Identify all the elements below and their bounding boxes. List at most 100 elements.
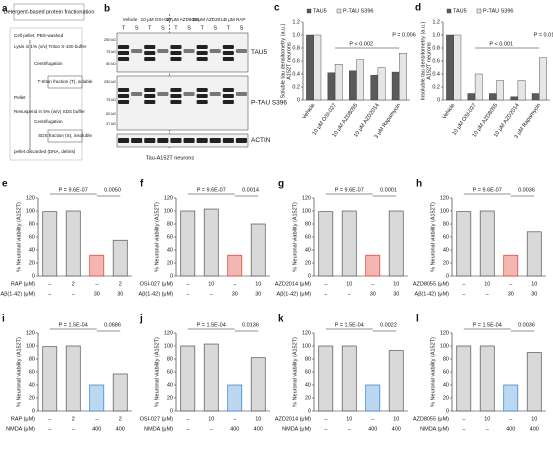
band bbox=[170, 45, 182, 49]
condition-value: 10 bbox=[346, 416, 352, 422]
kd-marker: 50 kD bbox=[106, 112, 116, 116]
condition-value: – bbox=[324, 416, 328, 422]
annotation: 0.0050 bbox=[104, 187, 121, 193]
bar bbox=[503, 384, 519, 412]
y-tick-label: 80 bbox=[443, 356, 449, 362]
band bbox=[157, 49, 169, 53]
bar bbox=[388, 210, 404, 277]
bar bbox=[313, 34, 322, 101]
bar bbox=[250, 357, 266, 412]
condition-value: – bbox=[186, 426, 190, 432]
y-tick-label: 0 bbox=[170, 408, 173, 414]
band bbox=[118, 94, 130, 98]
band bbox=[144, 51, 156, 55]
band bbox=[118, 138, 130, 143]
bar bbox=[370, 75, 379, 101]
legend-swatch bbox=[476, 8, 482, 14]
band bbox=[170, 51, 182, 55]
protein-label: TAU5 bbox=[251, 49, 268, 56]
annotation: P = 0.006 bbox=[392, 32, 416, 38]
annotation: 0.0686 bbox=[104, 322, 121, 328]
diagram-step: Cell pellet, PBS-washed bbox=[14, 33, 64, 38]
condition-value: 10 bbox=[255, 416, 261, 422]
panel-letter: l bbox=[416, 314, 419, 325]
y-tick-label: 20 bbox=[167, 395, 173, 401]
legend-label: TAU5 bbox=[453, 8, 467, 14]
y-tick-label: 0 bbox=[308, 408, 311, 414]
y-tick-label: 100 bbox=[164, 208, 173, 214]
band bbox=[183, 92, 195, 96]
bar bbox=[341, 345, 357, 412]
annotation: 0.0014 bbox=[242, 187, 259, 193]
annotation: P = 9.6E-07 bbox=[473, 187, 502, 193]
diagram-step: Lysis in 1% (v/v) Triton X-100 buffer bbox=[14, 44, 87, 49]
panel-letter: f bbox=[140, 179, 144, 190]
y-tick-label: 60 bbox=[305, 369, 311, 375]
condition-name: OSI-027 (μM) bbox=[140, 281, 174, 287]
annotation: P = 1.5E-04 bbox=[197, 322, 226, 328]
bar bbox=[356, 59, 364, 101]
band bbox=[144, 94, 156, 98]
condition-value: – bbox=[462, 416, 466, 422]
condition-value: – bbox=[509, 416, 513, 422]
condition-value: – bbox=[72, 291, 76, 297]
y-tick-label: 0.6 bbox=[432, 58, 440, 64]
condition-value: – bbox=[72, 426, 76, 432]
protein-label: ACTIN bbox=[251, 137, 271, 144]
condition-value: 30 bbox=[232, 291, 238, 297]
lane-label: 10 μM OSI-027 bbox=[141, 17, 173, 22]
band bbox=[235, 49, 247, 53]
condition-value: – bbox=[210, 291, 214, 297]
y-tick-label: 0 bbox=[308, 273, 311, 279]
band bbox=[222, 51, 234, 55]
bar bbox=[503, 254, 519, 277]
condition-value: 2 bbox=[119, 416, 122, 422]
y-tick-label: 100 bbox=[440, 208, 449, 214]
condition-value: 400 bbox=[368, 426, 377, 432]
y-tick-label: 120 bbox=[26, 195, 35, 201]
bar bbox=[399, 53, 407, 101]
condition-value: – bbox=[462, 281, 466, 287]
bar bbox=[180, 210, 196, 277]
legend-swatch bbox=[336, 8, 342, 14]
condition-name: NMDA (μM) bbox=[6, 426, 35, 432]
bar bbox=[539, 57, 547, 101]
bar bbox=[467, 93, 476, 101]
legend-label: TAU5 bbox=[313, 8, 327, 14]
band bbox=[118, 57, 130, 61]
legend-label: P-TAU S396 bbox=[483, 8, 513, 14]
condition-value: 30 bbox=[255, 291, 261, 297]
y-tick-label: 40 bbox=[167, 382, 173, 388]
bar bbox=[531, 93, 540, 101]
condition-name: NMDA (μM) bbox=[144, 426, 173, 432]
bar bbox=[526, 352, 542, 412]
y-tick-label: 0 bbox=[437, 97, 440, 103]
y-tick-label: 0 bbox=[32, 273, 35, 279]
kd-marker: 37 kD bbox=[106, 122, 116, 126]
condition-value: 400 bbox=[392, 426, 401, 432]
band bbox=[196, 88, 208, 92]
y-tick-label: 80 bbox=[29, 221, 35, 227]
condition-value: 400 bbox=[116, 426, 125, 432]
condition-value: 30 bbox=[117, 291, 123, 297]
condition-name: NMDA (μM) bbox=[420, 426, 449, 432]
band bbox=[170, 94, 182, 98]
band bbox=[131, 92, 143, 96]
band bbox=[196, 138, 208, 143]
condition-name: Aβ(1-42) (μM) bbox=[415, 291, 450, 297]
y-tick-label: 0.2 bbox=[432, 84, 440, 90]
fraction-label: T bbox=[227, 25, 231, 31]
fraction-label: T bbox=[200, 25, 204, 31]
bar bbox=[517, 80, 526, 101]
band bbox=[118, 100, 130, 104]
y-tick-label: 60 bbox=[443, 369, 449, 375]
band bbox=[196, 57, 208, 61]
condition-name: NMDA (μM) bbox=[282, 426, 311, 432]
condition-value: – bbox=[462, 291, 466, 297]
band bbox=[157, 92, 169, 96]
lane-label: 10 μM AZD8055 bbox=[166, 17, 200, 22]
condition-value: – bbox=[48, 426, 52, 432]
band bbox=[222, 45, 234, 49]
y-axis-label: A152T neurons bbox=[426, 42, 432, 80]
